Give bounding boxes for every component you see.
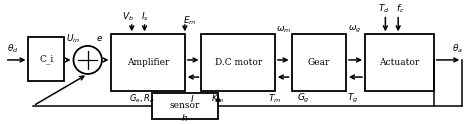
Text: Gear: Gear <box>308 58 330 67</box>
Text: C_i: C_i <box>39 54 54 64</box>
Text: $U_{in}$: $U_{in}$ <box>66 32 81 45</box>
Text: $\omega_m$: $\omega_m$ <box>276 24 291 35</box>
Text: $f_c$: $f_c$ <box>396 3 405 15</box>
Text: $V_b$: $V_b$ <box>122 11 134 23</box>
Text: $K_m$: $K_m$ <box>211 92 225 105</box>
FancyBboxPatch shape <box>28 37 64 81</box>
FancyBboxPatch shape <box>152 93 218 119</box>
Text: $T_d$: $T_d$ <box>378 3 390 15</box>
FancyBboxPatch shape <box>111 34 185 91</box>
Text: D.C motor: D.C motor <box>215 58 262 67</box>
Text: $I$: $I$ <box>190 93 195 104</box>
Text: $E_m$: $E_m$ <box>183 15 196 27</box>
Text: $I_s$: $I_s$ <box>141 11 148 23</box>
Text: $e$: $e$ <box>96 34 103 43</box>
Text: $G_e, R_e$: $G_e, R_e$ <box>129 92 155 105</box>
FancyBboxPatch shape <box>292 34 346 91</box>
FancyBboxPatch shape <box>365 34 434 91</box>
Text: $G_g$: $G_g$ <box>297 92 310 105</box>
Text: $\omega_g$: $\omega_g$ <box>348 24 361 35</box>
Text: Amplifier: Amplifier <box>127 58 169 67</box>
Text: sensor: sensor <box>170 101 200 110</box>
Text: Actuator: Actuator <box>379 58 419 67</box>
FancyBboxPatch shape <box>201 34 275 91</box>
Text: $\theta_a$: $\theta_a$ <box>452 43 463 55</box>
Text: $T_m$: $T_m$ <box>268 92 282 105</box>
Ellipse shape <box>73 46 102 74</box>
Text: $T_g$: $T_g$ <box>347 92 359 105</box>
Text: $h$: $h$ <box>182 112 188 123</box>
Text: $\theta_d$: $\theta_d$ <box>8 43 19 55</box>
